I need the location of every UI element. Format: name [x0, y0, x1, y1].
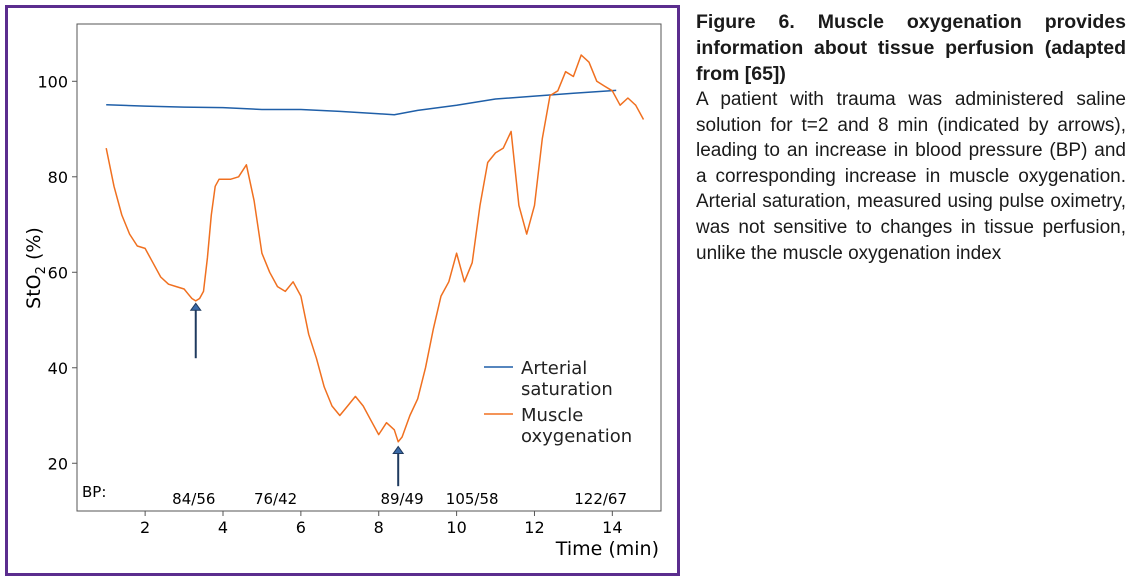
legend-label: oxygenation	[521, 426, 632, 447]
y-tick-label: 100	[37, 72, 68, 91]
legend-label: Arterial	[521, 358, 587, 379]
bp-row-label: BP:	[82, 483, 106, 501]
figure-frame	[5, 5, 680, 576]
bp-value: 122/67	[574, 490, 627, 508]
series-line-arterial-saturation	[106, 89, 617, 116]
plot-area	[76, 23, 662, 512]
figure-caption: Figure 6. Muscle oxygenation provides in…	[696, 9, 1126, 266]
x-tick-label: 4	[218, 518, 228, 537]
infusion-arrow-head	[189, 302, 202, 311]
y-axis-title: StO2 (%)	[23, 227, 49, 309]
y-axis-ticks: 20 40 60 80 100	[37, 72, 77, 473]
bp-value: 89/49	[380, 490, 423, 508]
x-axis-ticks: 2 4 6 8 10 12 14	[140, 511, 623, 537]
y-tick-label: 20	[48, 454, 68, 473]
chart: 20 40 60 80 100 2 4 6 8 10 12 14 BP: 84/56 76/42 89/…	[23, 23, 662, 560]
caption-body: A patient with trauma was administered s…	[696, 89, 1126, 264]
bp-value: 76/42	[254, 490, 297, 508]
legend-label: Muscle	[521, 405, 583, 426]
y-tick-label: 40	[48, 359, 68, 378]
x-axis-title: Time (min)	[555, 538, 659, 560]
x-tick-label: 8	[374, 518, 384, 537]
y-tick-label: 60	[48, 263, 68, 282]
bp-value: 84/56	[172, 490, 215, 508]
y-tick-label: 80	[48, 168, 68, 187]
x-tick-label: 6	[296, 518, 306, 537]
x-tick-label: 12	[524, 518, 544, 537]
legend-label: saturation	[521, 379, 613, 400]
bp-value: 105/58	[446, 490, 499, 508]
bp-row: BP: 84/56 76/42 89/49 105/58 122/67	[82, 483, 627, 508]
infusion-arrow-head	[392, 445, 405, 455]
annotation-layer	[189, 302, 405, 487]
caption-title: Figure 6. Muscle oxygenation provides in…	[696, 11, 1126, 85]
series-layer	[105, 54, 645, 443]
x-tick-label: 2	[140, 518, 150, 537]
series-line-muscle-oxygenation	[105, 54, 645, 443]
x-tick-label: 14	[602, 518, 622, 537]
x-tick-label: 10	[446, 518, 466, 537]
